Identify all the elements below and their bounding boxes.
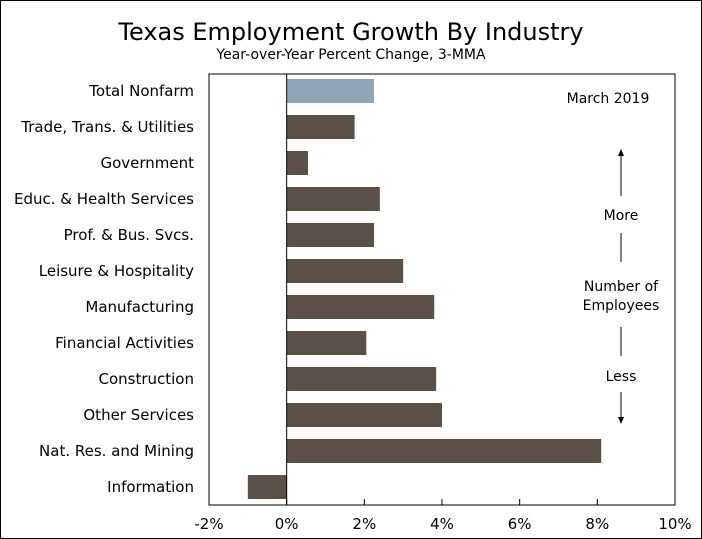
category-label: Total Nonfarm bbox=[88, 82, 194, 100]
bar bbox=[286, 115, 355, 139]
category-label: Nat. Res. and Mining bbox=[39, 442, 194, 460]
category-label: Trade, Trans. & Utilities bbox=[20, 118, 194, 136]
category-label: Leisure & Hospitality bbox=[39, 262, 194, 280]
category-label: Construction bbox=[98, 370, 194, 388]
category-label: Educ. & Health Services bbox=[14, 190, 194, 208]
bar bbox=[286, 439, 602, 463]
number-of-label: Number of bbox=[584, 279, 659, 295]
date-annotation: March 2019 bbox=[567, 91, 650, 107]
bar bbox=[286, 367, 437, 391]
bar bbox=[286, 259, 404, 283]
chart-subtitle: Year-over-Year Percent Change, 3-MMA bbox=[216, 47, 486, 63]
bar bbox=[247, 475, 287, 499]
bar bbox=[286, 403, 442, 427]
category-label: Manufacturing bbox=[85, 298, 194, 316]
employees-label: Employees bbox=[583, 298, 660, 314]
less-label: Less bbox=[606, 369, 637, 385]
bar bbox=[286, 151, 309, 175]
x-tick-label: 8% bbox=[585, 515, 609, 533]
category-label: Other Services bbox=[83, 406, 194, 424]
bar bbox=[286, 331, 367, 355]
category-label: Government bbox=[100, 154, 194, 172]
x-tick-label: 10% bbox=[658, 515, 691, 533]
more-label: More bbox=[604, 208, 639, 224]
x-tick-label: 2% bbox=[352, 515, 376, 533]
x-tick-label: 4% bbox=[430, 515, 454, 533]
x-axis-ticks: -2% 0% 2% 4% 6% 8% 10% bbox=[194, 499, 692, 533]
bar bbox=[286, 223, 375, 247]
bar bbox=[286, 295, 435, 319]
x-tick-label: -2% bbox=[194, 515, 223, 533]
arrow-down-icon bbox=[618, 417, 624, 424]
category-label: Financial Activities bbox=[55, 334, 194, 352]
x-tick-label: 6% bbox=[508, 515, 532, 533]
arrow-up-icon bbox=[618, 149, 624, 156]
x-tick-label: 0% bbox=[275, 515, 299, 533]
category-label: Information bbox=[107, 478, 194, 496]
bars-group bbox=[247, 79, 602, 499]
category-label: Prof. & Bus. Svcs. bbox=[64, 226, 194, 244]
chart-title: Texas Employment Growth By Industry bbox=[118, 18, 584, 46]
category-labels: Total Nonfarm Trade, Trans. & Utilities Go… bbox=[14, 82, 194, 496]
bar bbox=[286, 187, 380, 211]
bar bbox=[286, 79, 375, 103]
